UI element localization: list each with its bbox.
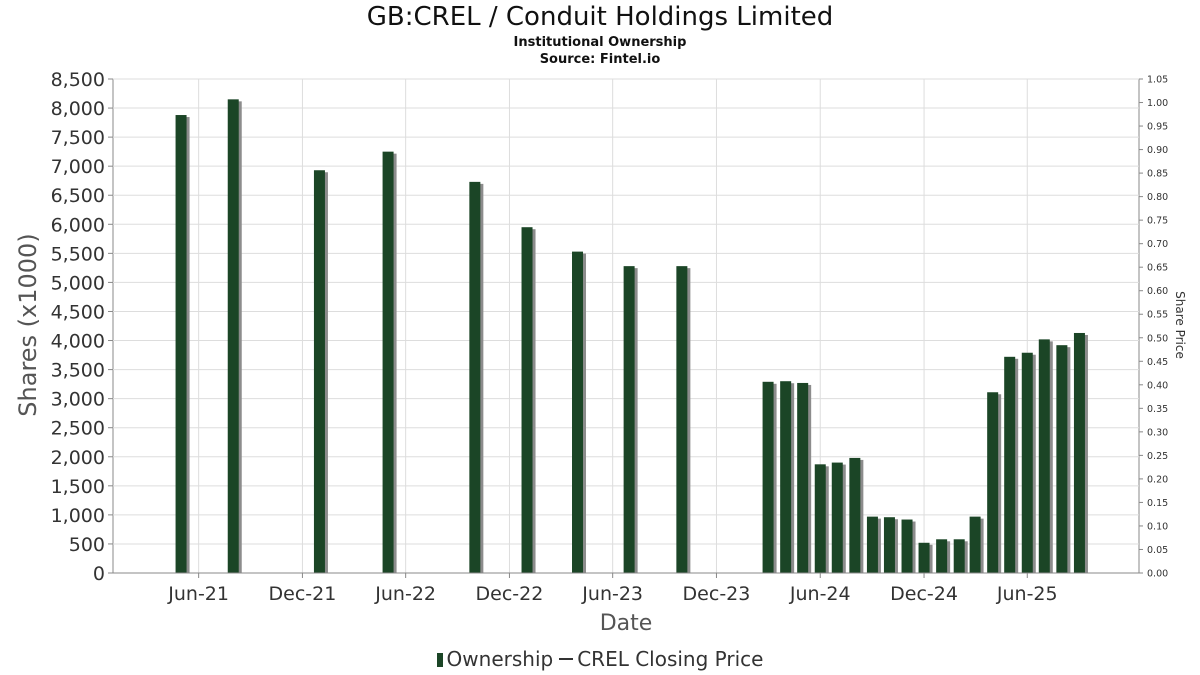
y2-tick-label: 0.25 [1147,451,1168,462]
y-tick-label: 8,500 [51,69,105,91]
y2-tick-label: 1.00 [1147,98,1168,109]
ownership-bar [1004,356,1016,573]
y2-tick-label: 0.50 [1147,333,1168,344]
x-tick-label: Dec-23 [683,583,751,605]
ownership-bar [382,151,394,573]
ownership-bar [676,266,688,573]
legend-price-swatch [559,658,574,660]
chart-title: GB:CREL / Conduit Holdings Limited [366,2,834,32]
y-tick-label: 6,500 [51,185,105,207]
ownership-bar [762,381,774,573]
x-tick-label: Dec-22 [476,583,544,605]
ownership-bar [780,381,792,573]
y2-tick-label: 0.70 [1147,239,1168,250]
legend: Ownership CREL Closing Price [0,647,1200,671]
ownership-bar [623,266,635,573]
ownership-bar [969,516,981,573]
ownership-bar [227,99,239,573]
x-tick-label: Dec-21 [269,583,337,605]
y-tick-label: 7,500 [51,127,105,149]
y-tick-label: 500 [69,534,105,556]
y-tick-label: 5,000 [51,272,105,294]
y2-tick-label: 0.40 [1147,380,1168,391]
ownership-bar [953,539,965,573]
ownership-bar [814,464,826,573]
y-tick-label: 2,000 [51,447,105,469]
y-tick-label: 1,500 [51,476,105,498]
y2-tick-label: 0.90 [1147,145,1168,156]
ownership-bar [831,462,843,573]
x-tick-label: Jun-24 [789,583,851,605]
x-tick-label: Dec-24 [890,583,958,605]
y-tick-label: 7,000 [51,156,105,178]
ownership-bar [987,392,999,573]
ownership-bar [1021,352,1033,573]
ownership-bar [901,519,913,573]
chart-subtitle: Institutional Ownership [513,35,687,50]
y2-tick-label: 0.45 [1147,357,1168,368]
y-tick-label: 4,000 [51,331,105,353]
y-tick-label: 0 [93,563,105,585]
x-tick-label: Jun-23 [581,583,643,605]
y2-tick-label: 0.35 [1147,404,1168,415]
legend-ownership-label: Ownership [446,647,554,671]
y2-tick-label: 0.65 [1147,263,1168,274]
ownership-bar [313,170,325,574]
ownership-bar [883,517,895,573]
ownership-bar [1073,332,1085,573]
bars-layer [175,99,1088,574]
y2-tick-label: 0.05 [1147,545,1168,556]
y2-tick-label: 0.55 [1147,310,1168,321]
ownership-bar [797,382,809,573]
y2-tick-label: 0.30 [1147,427,1168,438]
y2-tick-label: 0.60 [1147,286,1168,297]
x-axis-label: Date [600,611,653,636]
y-tick-label: 1,000 [51,505,105,527]
y-tick-label: 4,500 [51,301,105,323]
y2-tick-label: 0.80 [1147,192,1168,203]
ownership-bar [1056,345,1068,573]
legend-price-label: CREL Closing Price [577,647,764,671]
y-tick-label: 8,000 [51,98,105,120]
y2-tick-label: 0.15 [1147,498,1168,509]
x-tick-label: Jun-22 [374,583,436,605]
axes-layer: 0 500 1,000 1,500 2,000 2,500 3,000 3,500 4,000 4… [51,69,1169,605]
ownership-bar [572,251,584,573]
ownership-bar [469,181,481,574]
y2-tick-label: 0.85 [1147,169,1168,180]
y2-axis-label: Share Price [1173,291,1187,359]
y2-tick-label: 0.75 [1147,216,1168,227]
ownership-bar [849,457,861,573]
y2-tick-label: 1.05 [1147,75,1168,86]
y-tick-label: 3,500 [51,360,105,382]
y-tick-label: 3,000 [51,389,105,411]
ownership-bar [866,516,878,573]
ownership-bar [918,542,930,573]
y2-tick-label: 0.20 [1147,474,1168,485]
y-tick-label: 6,000 [51,214,105,236]
y2-tick-label: 0.00 [1147,569,1168,580]
ownership-bar [175,115,187,573]
y2-tick-label: 0.95 [1147,122,1168,133]
chart-source: Source: Fintel.io [539,52,661,67]
x-tick-label: Jun-25 [996,583,1058,605]
legend-ownership-swatch [436,653,443,667]
y-tick-label: 2,500 [51,418,105,440]
x-tick-label: Jun-21 [167,583,229,605]
y-axis-label: Shares (x1000) [14,233,42,416]
ownership-bar [521,227,533,573]
ownership-bar [936,539,948,573]
ownership-bar [1038,339,1050,573]
y2-tick-label: 0.10 [1147,521,1168,532]
y-tick-label: 5,500 [51,243,105,265]
